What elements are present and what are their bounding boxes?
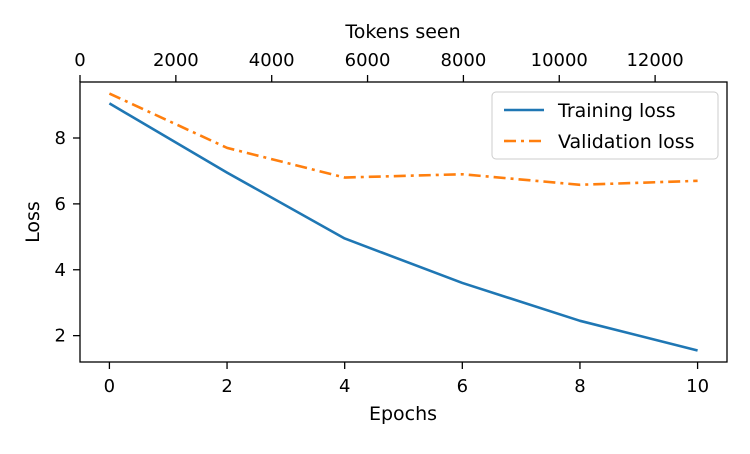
series-lines — [108, 92, 698, 352]
y-tick-label: 6 — [55, 194, 66, 215]
secondary-x-tick-label: 2000 — [153, 50, 199, 71]
secondary-x-tick-label: 6000 — [345, 50, 391, 71]
x-axis-label: Epochs — [369, 403, 437, 425]
legend: Training loss Validation loss — [491, 91, 719, 160]
x-axis-tokens-seen: 0 2000 4000 6000 8000 10000 12000 — [74, 50, 684, 82]
plot-frame — [79, 81, 728, 363]
x-tick-label: 0 — [104, 376, 115, 397]
legend-label-training-loss: Training loss — [557, 100, 676, 122]
y-axis-loss: 2 4 6 8 — [55, 128, 80, 347]
y-tick-label: 8 — [55, 128, 66, 149]
secondary-x-tick-label: 8000 — [441, 50, 487, 71]
y-axis-label: Loss — [22, 201, 44, 243]
x-tick-label: 2 — [221, 376, 232, 397]
y-tick-label: 4 — [55, 260, 66, 281]
x-axis-epochs: 0 2 4 6 8 10 — [104, 362, 709, 397]
x-tick-label: 10 — [686, 376, 709, 397]
series-line-training-loss — [108, 102, 698, 352]
y-tick-label: 2 — [55, 326, 66, 347]
secondary-x-tick-label: 10000 — [531, 50, 588, 71]
secondary-x-tick-label: 12000 — [626, 50, 683, 71]
secondary-x-axis-label: Tokens seen — [344, 21, 460, 43]
secondary-x-tick-label: 0 — [74, 50, 85, 71]
x-tick-label: 4 — [339, 376, 350, 397]
x-tick-label: 6 — [457, 376, 468, 397]
x-tick-label: 8 — [574, 376, 585, 397]
series-line-validation-loss — [108, 92, 698, 187]
legend-label-validation-loss: Validation loss — [558, 131, 695, 153]
legend-box — [491, 91, 719, 160]
secondary-x-tick-label: 4000 — [249, 50, 295, 71]
